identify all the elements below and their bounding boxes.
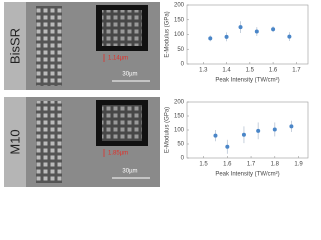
x-axis-label: Peak Intensity (TW/cm²): [215, 172, 279, 178]
data-point: [238, 25, 243, 30]
panel-label: M10: [7, 129, 22, 154]
plot-frame: [186, 101, 309, 159]
figure: BisSR 1.14µm 30µm 0 50 100 150 200 1.3 1.4 1.5 1.6 1…: [4, 2, 309, 187]
y-tick-label: 200: [174, 100, 185, 106]
x-tick-label: 1.5: [199, 162, 208, 168]
x-tick-label: 1.8: [271, 162, 280, 168]
pillar: [36, 6, 62, 86]
inset-label: 1.85µm: [108, 151, 128, 157]
data-point: [254, 29, 259, 34]
pillar: [36, 101, 62, 183]
y-tick-label: 150: [174, 17, 185, 23]
x-tick-label: 1.5: [246, 68, 255, 74]
scale-bar-label: 30µm: [122, 72, 137, 78]
y-tick-label: 50: [177, 47, 184, 53]
inset-lattice: [102, 105, 142, 141]
y-tick-label: 100: [174, 128, 185, 134]
y-tick-label: 150: [174, 114, 185, 120]
data-point: [256, 128, 261, 133]
y-tick-label: 0: [181, 62, 185, 68]
label-strip: [4, 97, 26, 187]
data-point: [289, 124, 294, 129]
y-axis-label: E-Modulus (GPa): [165, 107, 171, 153]
data-point: [272, 127, 277, 132]
x-tick-label: 1.7: [292, 68, 301, 74]
data-point: [208, 36, 213, 41]
inset-lattice: [102, 10, 142, 46]
y-tick-label: 0: [181, 156, 185, 162]
panel-label: BisSR: [7, 28, 22, 64]
x-axis-label: Peak Intensity (TW/cm²): [215, 78, 279, 84]
y-tick-label: 200: [174, 3, 185, 9]
plot-frame: [186, 4, 309, 65]
x-tick-label: 1.6: [223, 162, 232, 168]
scale-bar-label: 30µm: [122, 169, 137, 175]
y-tick-label: 50: [177, 142, 184, 148]
x-tick-label: 1.3: [199, 68, 208, 74]
data-point: [241, 132, 246, 137]
y-axis-label: E-Modulus (GPa): [165, 11, 171, 57]
x-tick-label: 1.6: [269, 68, 278, 74]
x-tick-label: 1.4: [222, 68, 231, 74]
data-point: [224, 34, 229, 39]
label-strip: [4, 2, 26, 90]
x-tick-label: 1.9: [294, 162, 303, 168]
x-tick-label: 1.7: [247, 162, 256, 168]
data-point: [225, 144, 230, 149]
inset-label: 1.14µm: [108, 56, 128, 62]
data-point: [287, 34, 292, 39]
data-point: [271, 27, 276, 32]
y-tick-label: 100: [174, 32, 185, 38]
data-point: [213, 133, 218, 138]
